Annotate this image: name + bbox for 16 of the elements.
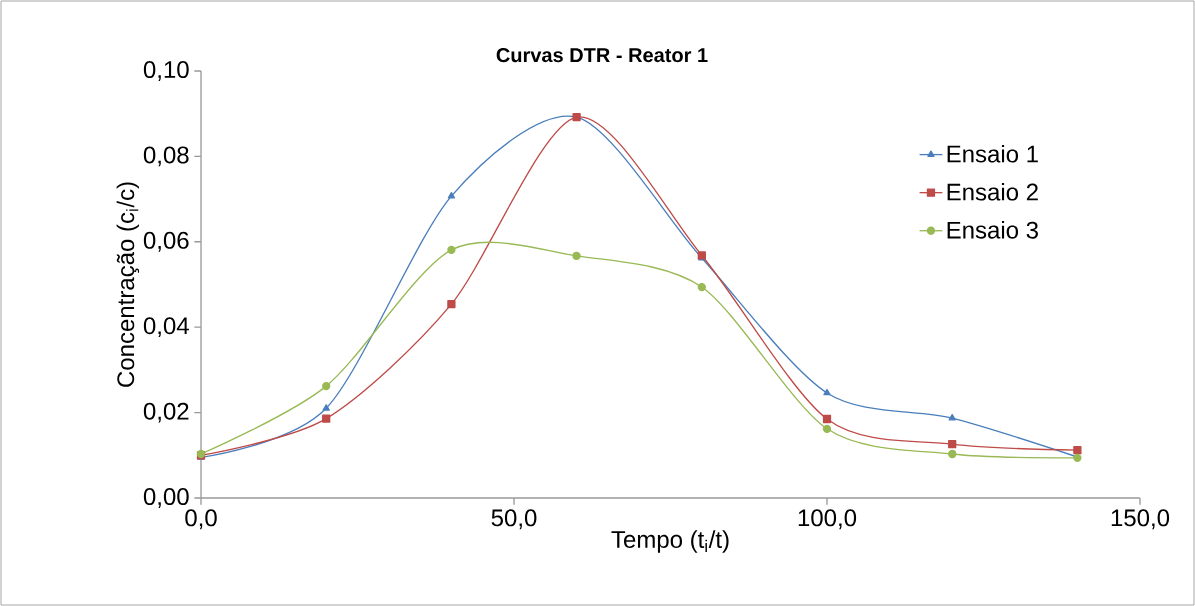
legend-label: Ensaio 2 — [947, 182, 1038, 201]
x-tick-label: 150,0 — [1111, 509, 1170, 530]
y-tick-label: 0,06 — [143, 231, 189, 252]
y-tick-label: 0,00 — [143, 488, 189, 508]
x-axis-title: Tempo (t$_{i}$/t) — [611, 530, 729, 553]
x-tick-label: 100,0 — [798, 509, 857, 530]
legend-label: Ensaio 1 — [947, 144, 1038, 163]
y-tick-label: 0,04 — [143, 317, 189, 338]
chart-title: Curvas DTR - Reator 1 — [496, 48, 708, 63]
y-tick-label: 0,10 — [143, 61, 189, 81]
legend-label: Ensaio 3 — [947, 221, 1038, 239]
x-tick-label: 0,0 — [185, 509, 217, 530]
y-tick-label: 0,08 — [143, 146, 189, 167]
y-axis-title: Concentração (c$_{i}$/c) — [116, 182, 140, 387]
y-tick-label: 0,02 — [143, 402, 189, 423]
x-tick-label: 50,0 — [491, 509, 537, 530]
